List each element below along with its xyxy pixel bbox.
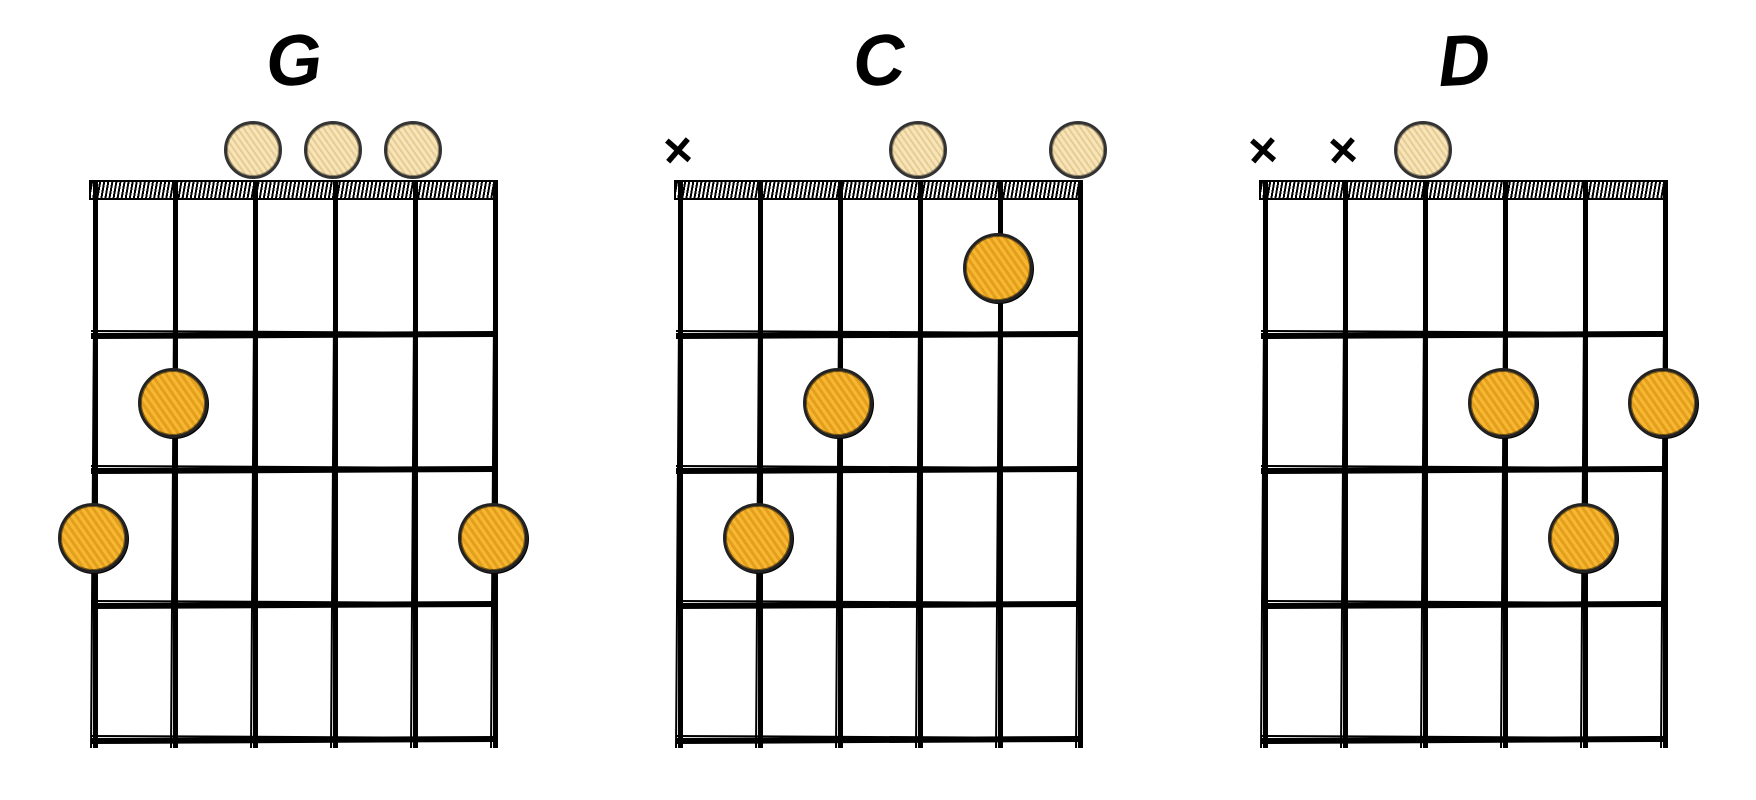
- string-line: [1078, 180, 1083, 748]
- string-line: [758, 180, 763, 748]
- mute-string-icon: ×: [1327, 124, 1360, 176]
- string-line: [1343, 180, 1348, 748]
- chord-diagram: D ××: [1233, 20, 1693, 780]
- top-markers-row: ×: [678, 120, 1078, 180]
- fretboard: [678, 180, 1078, 740]
- open-string-icon: [1049, 121, 1107, 179]
- open-string-icon: [224, 121, 282, 179]
- string-line: [1423, 180, 1428, 748]
- string-line: [333, 180, 338, 748]
- fret-line: [676, 331, 1080, 339]
- fretboard: [1263, 180, 1663, 740]
- fret-line: [676, 736, 1080, 744]
- chord-name: G: [264, 19, 322, 104]
- finger-dot: [803, 368, 873, 438]
- finger-dot: [58, 503, 128, 573]
- mute-string-icon: ×: [1247, 124, 1280, 176]
- finger-dot: [1628, 368, 1698, 438]
- open-string-icon: [304, 121, 362, 179]
- chord-name: D: [1436, 19, 1490, 104]
- string-line: [413, 180, 418, 748]
- fret-line: [1261, 601, 1665, 609]
- chord-diagram: G: [63, 20, 523, 780]
- open-string-icon: [1394, 121, 1452, 179]
- chord-diagram: C ×: [648, 20, 1108, 780]
- finger-dot: [723, 503, 793, 573]
- fret-line: [91, 736, 495, 744]
- string-line: [1583, 180, 1588, 748]
- finger-dot: [458, 503, 528, 573]
- string-line: [493, 180, 498, 748]
- nut: [1259, 180, 1667, 200]
- top-markers-row: ××: [1263, 120, 1663, 180]
- finger-dot: [1468, 368, 1538, 438]
- fret-line: [676, 601, 1080, 609]
- fret-line: [1261, 331, 1665, 339]
- finger-dot: [1548, 503, 1618, 573]
- top-markers-row: [93, 120, 493, 180]
- string-line: [253, 180, 258, 748]
- string-line: [1663, 180, 1668, 748]
- open-string-icon: [384, 121, 442, 179]
- string-line: [1503, 180, 1508, 748]
- fret-line: [91, 331, 495, 339]
- open-string-icon: [889, 121, 947, 179]
- fretboard: [93, 180, 493, 740]
- nut: [674, 180, 1082, 200]
- mute-string-icon: ×: [662, 124, 695, 176]
- fret-line: [91, 601, 495, 609]
- fret-line: [1261, 466, 1665, 474]
- string-line: [838, 180, 843, 748]
- chord-name: C: [851, 19, 905, 104]
- finger-dot: [138, 368, 208, 438]
- finger-dot: [963, 233, 1033, 303]
- fret-line: [676, 466, 1080, 474]
- nut: [89, 180, 497, 200]
- fret-line: [91, 466, 495, 474]
- string-line: [918, 180, 923, 748]
- string-line: [173, 180, 178, 748]
- fret-line: [1261, 736, 1665, 744]
